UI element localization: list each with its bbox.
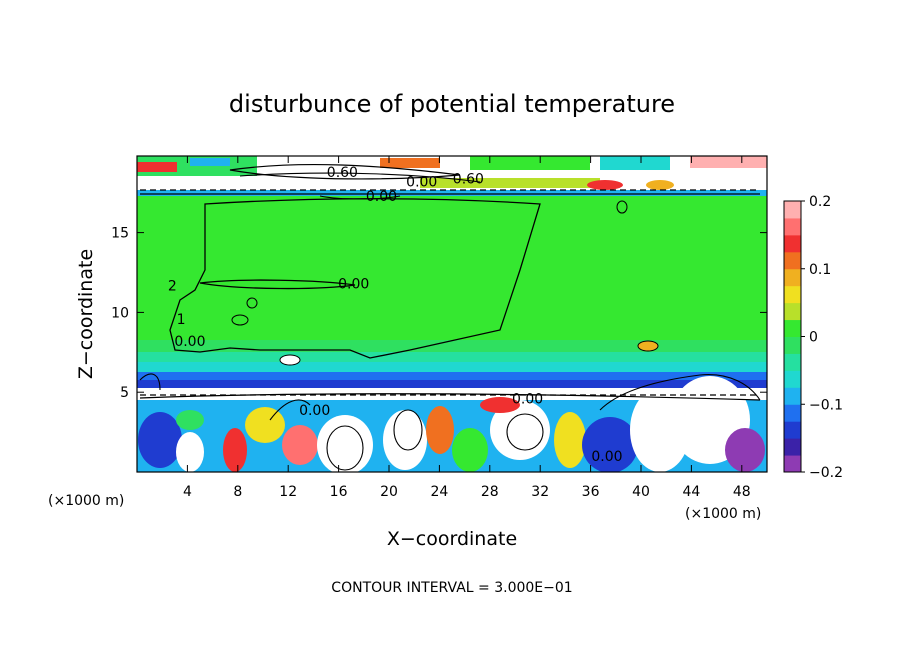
contour-label: 0.00 — [591, 449, 622, 465]
colorbar-swatch — [784, 336, 801, 354]
contour-label: 0.00 — [338, 277, 369, 293]
contour-label: 0.60 — [453, 171, 484, 187]
x-unit-label: (×1000 m) — [685, 506, 761, 522]
contour-interval-note: CONTOUR INTERVAL = 3.000E−01 — [331, 580, 572, 596]
contour-label: 1 — [177, 312, 186, 328]
colorbar-swatch — [784, 438, 801, 456]
x-tick-label: 8 — [233, 484, 242, 500]
x-tick-label: 24 — [430, 484, 448, 500]
contour-label: 2 — [168, 278, 177, 294]
colorbar-swatch — [784, 370, 801, 388]
colorbar-swatch — [784, 421, 801, 439]
chart-title: disturbunce of potential temperature — [229, 90, 675, 118]
colorbar-tick-label: 0.1 — [809, 262, 831, 278]
y-tick-label: 10 — [111, 305, 129, 321]
x-tick-label: 12 — [279, 484, 297, 500]
colorbar-swatch — [784, 319, 801, 337]
colorbar-tick-label: −0.2 — [809, 465, 843, 481]
colorbar-tick-label: −0.1 — [809, 397, 843, 413]
colorbar-swatch — [784, 404, 801, 422]
contour-label: 0.60 — [327, 165, 358, 181]
y-axis: 5 10 15 — [111, 226, 767, 401]
y-unit-label: (×1000 m) — [48, 493, 124, 509]
y-tick-label: 15 — [111, 226, 129, 242]
x-tick-label: 44 — [682, 484, 700, 500]
x-axis-label: X−coordinate — [387, 528, 517, 550]
contour-label: 0.00 — [366, 189, 397, 205]
contour-label: 0.00 — [299, 403, 330, 419]
contour-labels: 0.60 0.00 0.60 0.00 0.00 0.00 0.00 0.00 0.00 1 2 — [168, 165, 623, 465]
y-axis-label: Z−coordinate — [75, 249, 97, 379]
contour-label: 0.00 — [406, 175, 437, 191]
x-tick-label: 16 — [330, 484, 348, 500]
x-tick-label: 48 — [733, 484, 751, 500]
x-tick-label: 36 — [582, 484, 600, 500]
colorbar-swatch — [784, 387, 801, 405]
plot-frame — [136, 155, 768, 473]
heatmap-field — [137, 156, 767, 472]
contour-label: 0.00 — [174, 334, 205, 350]
colorbar — [783, 200, 802, 473]
colorbar-swatch — [784, 234, 801, 253]
colorbar-tick-label: 0.2 — [809, 194, 831, 210]
colorbar-swatch — [784, 251, 801, 270]
colorbar-swatch — [784, 285, 801, 304]
colorbar-swatch — [784, 353, 801, 371]
contour-label: 0.00 — [512, 392, 543, 408]
colorbar-swatch — [784, 268, 801, 287]
x-tick-label: 28 — [481, 484, 499, 500]
colorbar-tick-label: 0 — [809, 330, 818, 346]
colorbar-swatch — [784, 455, 801, 473]
x-tick-label: 20 — [380, 484, 398, 500]
x-tick-label: 4 — [183, 484, 192, 500]
x-tick-label: 40 — [632, 484, 650, 500]
colorbar-ticks: 0.2 0.1 0 −0.1 −0.2 — [801, 194, 843, 481]
x-tick-label: 32 — [531, 484, 549, 500]
colorbar-swatch — [784, 217, 801, 236]
colorbar-swatch — [784, 201, 801, 219]
x-axis: 4 8 12 16 20 24 28 32 36 40 44 48 — [183, 156, 751, 500]
y-tick-label: 5 — [120, 385, 129, 401]
colorbar-swatch — [784, 302, 801, 321]
